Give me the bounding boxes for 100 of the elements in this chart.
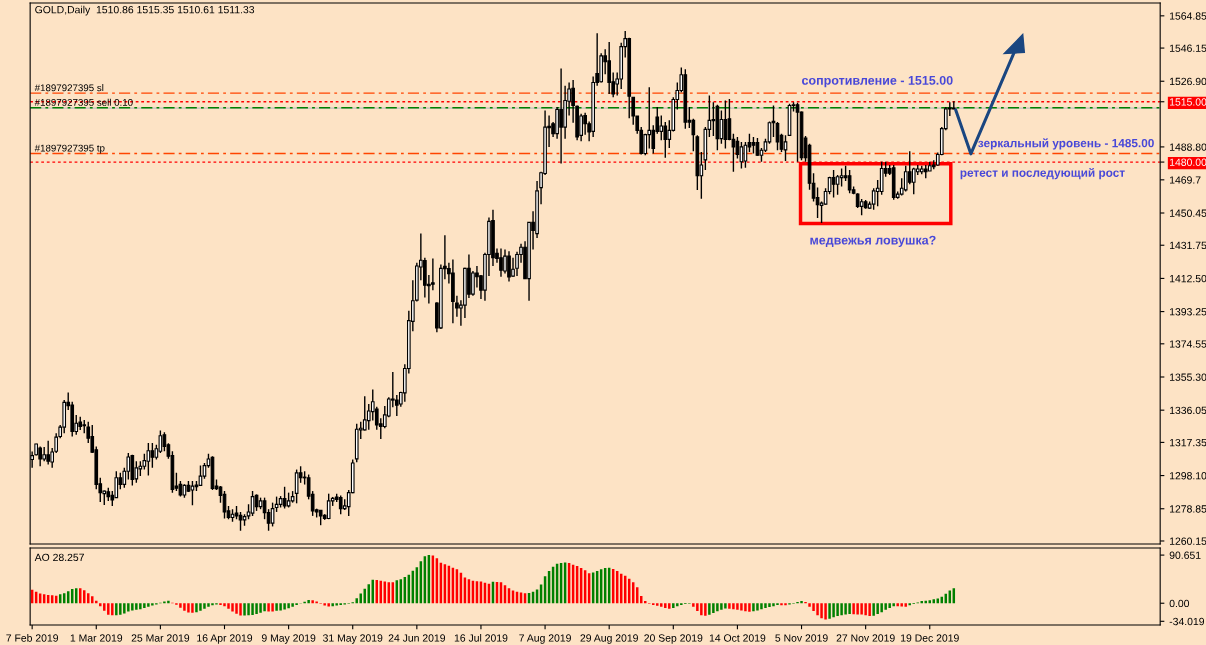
bar bbox=[179, 603, 182, 608]
bar bbox=[692, 603, 695, 607]
x-tick-label: 27 Nov 2019 bbox=[836, 634, 895, 642]
bar bbox=[704, 603, 707, 616]
bar bbox=[844, 603, 847, 615]
candlestick bbox=[911, 167, 916, 195]
bar bbox=[207, 603, 210, 607]
y-tick-label: 1412.50 bbox=[1169, 274, 1206, 283]
bar bbox=[848, 603, 851, 614]
bar bbox=[732, 603, 735, 610]
bar bbox=[656, 603, 659, 606]
bar bbox=[668, 603, 671, 609]
bar bbox=[231, 603, 234, 612]
annotation: медвежья ловушка? bbox=[810, 235, 936, 248]
bar bbox=[784, 603, 787, 606]
x-tick-label: 5 Nov 2019 bbox=[775, 634, 828, 642]
bar bbox=[884, 603, 887, 610]
annotation: ретест и последующий рост bbox=[960, 168, 1125, 180]
bar bbox=[195, 603, 198, 613]
candlestick bbox=[190, 480, 195, 506]
bar bbox=[223, 603, 226, 607]
bar bbox=[267, 603, 270, 612]
bar bbox=[908, 603, 911, 606]
bar bbox=[828, 603, 831, 619]
candlestick bbox=[839, 167, 844, 188]
candlestick bbox=[831, 169, 836, 199]
candlestick bbox=[46, 440, 51, 466]
bar bbox=[291, 603, 294, 607]
bar bbox=[892, 603, 895, 607]
bar bbox=[752, 603, 755, 612]
x-tick-label: 9 May 2019 bbox=[261, 634, 316, 644]
y-tick-label: 0.00 bbox=[1169, 599, 1190, 608]
bar bbox=[812, 603, 815, 611]
bar bbox=[864, 603, 867, 616]
bar bbox=[856, 603, 859, 615]
x-tick-label: 24 Jun 2019 bbox=[388, 634, 446, 642]
bar bbox=[744, 603, 747, 612]
bar bbox=[712, 603, 715, 614]
candlestick bbox=[907, 150, 912, 186]
candlestick bbox=[647, 86, 652, 150]
y-tick-label: 1336.05 bbox=[1169, 406, 1206, 415]
bar bbox=[311, 600, 314, 604]
bar bbox=[716, 603, 719, 612]
x-tick-label: 16 Apr 2019 bbox=[197, 634, 253, 644]
y-tick-label: 90.651 bbox=[1169, 551, 1201, 559]
x-tick-label: 16 Jul 2019 bbox=[454, 634, 508, 642]
x-tick-label: 14 Oct 2019 bbox=[709, 634, 766, 642]
x-tick-label: 7 Feb 2019 bbox=[6, 634, 59, 642]
bar bbox=[331, 603, 334, 607]
ref-line-label: #1897927395 tp bbox=[34, 144, 105, 154]
bar bbox=[147, 603, 150, 607]
bar bbox=[187, 603, 190, 613]
bar bbox=[860, 603, 863, 615]
candlestick bbox=[723, 99, 728, 150]
bar bbox=[115, 603, 118, 616]
bar bbox=[235, 603, 238, 614]
bar bbox=[760, 603, 763, 610]
bar bbox=[139, 603, 142, 610]
bar bbox=[283, 603, 286, 610]
bar bbox=[800, 601, 803, 604]
bar bbox=[768, 603, 771, 608]
bar bbox=[275, 603, 278, 611]
bar bbox=[840, 603, 843, 616]
x-tick-label: 29 Aug 2019 bbox=[580, 634, 638, 644]
bar bbox=[700, 603, 703, 616]
bar bbox=[872, 603, 875, 616]
bar bbox=[203, 603, 206, 609]
bar bbox=[876, 603, 879, 614]
bar bbox=[263, 603, 266, 612]
y-tick-label: 1526.90 bbox=[1169, 77, 1206, 86]
bar bbox=[191, 603, 194, 613]
bar bbox=[672, 603, 675, 608]
bar bbox=[728, 603, 731, 609]
bar bbox=[904, 603, 907, 607]
bar bbox=[99, 603, 102, 607]
bar bbox=[279, 603, 282, 611]
ref-line-label: #1897927395 sell 0.10 bbox=[34, 98, 133, 106]
x-tick-label: 19 Dec 2019 bbox=[901, 634, 959, 642]
y-tick-label: 1450.45 bbox=[1169, 209, 1206, 217]
candlestick bbox=[238, 511, 243, 532]
annotation: AO 28.257 bbox=[34, 553, 84, 562]
bar bbox=[127, 603, 130, 612]
bar bbox=[852, 603, 855, 615]
bar bbox=[123, 603, 126, 614]
bar bbox=[764, 603, 767, 608]
candlestick bbox=[739, 141, 744, 170]
bar bbox=[103, 603, 106, 611]
y-tick-label: 1374.55 bbox=[1169, 340, 1206, 348]
candlestick bbox=[847, 169, 852, 194]
y-tick-label: 1546.15 bbox=[1169, 44, 1206, 52]
bar bbox=[119, 603, 122, 615]
bar bbox=[772, 603, 775, 607]
y-tick-label: 1260.15 bbox=[1169, 537, 1206, 545]
bar bbox=[199, 603, 202, 611]
annotation: зеркальный уровень - 1485.00 bbox=[978, 138, 1154, 150]
candlestick bbox=[294, 468, 299, 505]
y-tick-label: 1431.75 bbox=[1169, 241, 1206, 250]
bar bbox=[131, 603, 134, 611]
x-tick-label: 20 Sep 2019 bbox=[644, 634, 703, 644]
bar bbox=[259, 603, 262, 613]
